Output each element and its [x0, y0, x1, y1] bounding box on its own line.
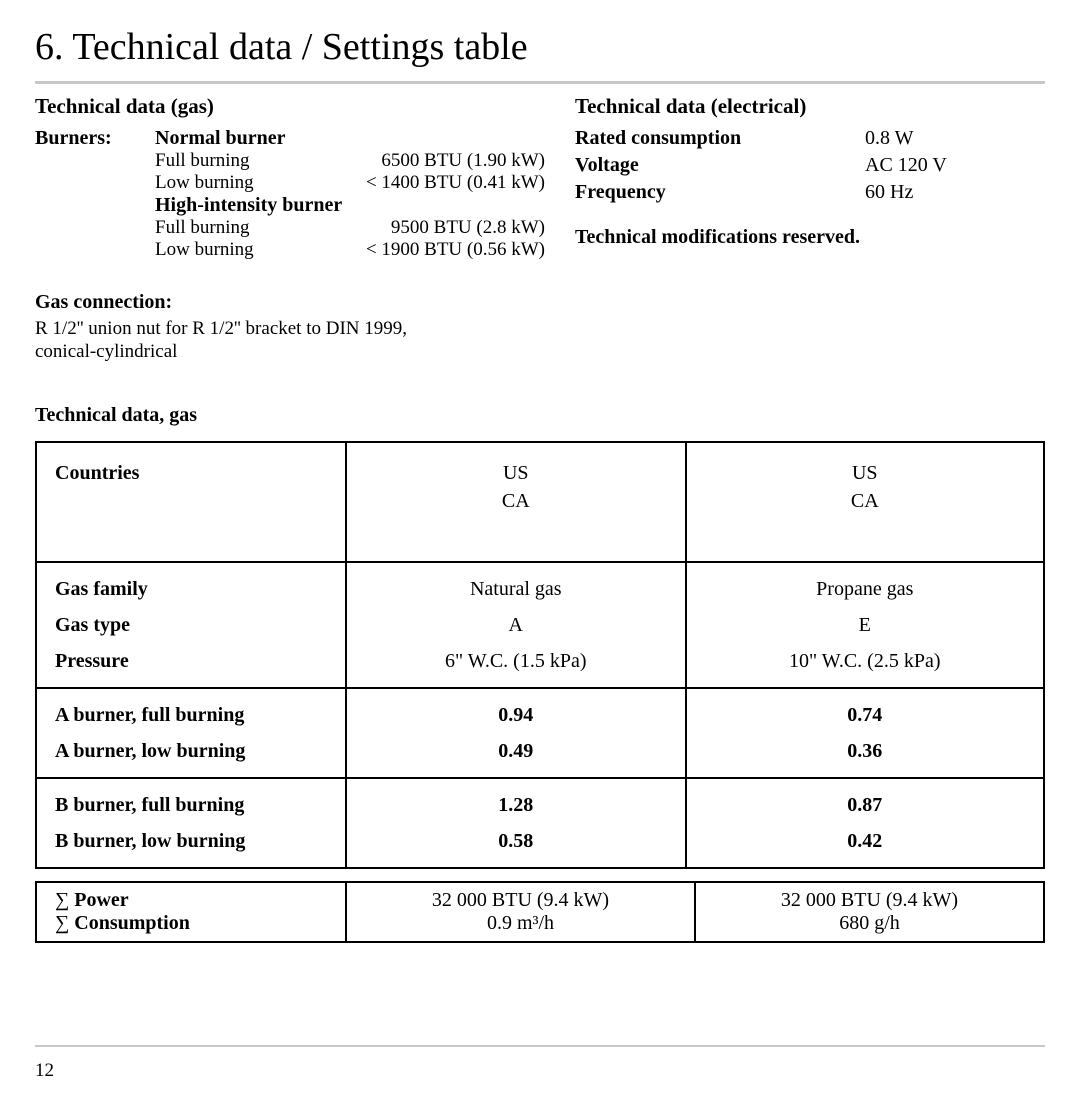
burners-label: Burners: — [35, 127, 155, 261]
gas-connection-title: Gas connection: — [35, 291, 1045, 314]
gas-heading: Technical data (gas) — [35, 94, 545, 119]
high-full-label: Full burning — [155, 217, 305, 239]
normal-full-label: Full burning — [155, 150, 305, 172]
elec-value: AC 120 V — [865, 154, 947, 177]
divider — [35, 81, 1045, 84]
countries-col2: USCA — [686, 442, 1044, 562]
normal-burner-name: Normal burner — [155, 127, 545, 150]
table-row: A burner, full burning A burner, low bur… — [36, 688, 1044, 778]
summary-col1: 32 000 BTU (9.4 kW) 0.9 m³/h — [346, 882, 695, 942]
electrical-column: Technical data (electrical) Rated consum… — [575, 94, 1045, 261]
high-full-line: Full burning 9500 BTU (2.8 kW) — [155, 217, 545, 239]
normal-full-value: 6500 BTU (1.90 kW) — [381, 150, 545, 172]
b-burner-col2: 0.87 0.42 — [686, 778, 1044, 868]
a-burner-head: A burner, full burning A burner, low bur… — [36, 688, 346, 778]
summary-table: ∑ Power ∑ Consumption 32 000 BTU (9.4 kW… — [35, 881, 1045, 943]
burners-block: Burners: Normal burner Full burning 6500… — [35, 127, 545, 261]
elec-heading: Technical data (electrical) — [575, 94, 1045, 119]
elec-value: 60 Hz — [865, 181, 913, 204]
summary-col2: 32 000 BTU (9.4 kW) 680 g/h — [695, 882, 1044, 942]
gasfam-col1: Natural gas A 6" W.C. (1.5 kPa) — [346, 562, 686, 688]
elec-label: Frequency — [575, 181, 865, 204]
table-title: Technical data, gas — [35, 404, 1045, 427]
gas-conn-line1: R 1/2'' union nut for R 1/2'' bracket to… — [35, 318, 407, 339]
elec-row-1: Voltage AC 120 V — [575, 154, 1045, 177]
high-low-label: Low burning — [155, 239, 305, 261]
a-burner-col1: 0.94 0.49 — [346, 688, 686, 778]
elec-row-2: Frequency 60 Hz — [575, 181, 1045, 204]
b-burner-head: B burner, full burning B burner, low bur… — [36, 778, 346, 868]
countries-head: Countries — [36, 442, 346, 562]
table-row: B burner, full burning B burner, low bur… — [36, 778, 1044, 868]
high-full-value: 9500 BTU (2.8 kW) — [391, 217, 545, 239]
page-title: 6. Technical data / Settings table — [35, 25, 1045, 69]
table-row: Countries USCA USCA — [36, 442, 1044, 562]
b-burner-col1: 1.28 0.58 — [346, 778, 686, 868]
table-row: Gas family Gas type Pressure Natural gas… — [36, 562, 1044, 688]
elec-row-0: Rated consumption 0.8 W — [575, 127, 1045, 150]
normal-low-label: Low burning — [155, 172, 305, 194]
top-columns: Technical data (gas) Burners: Normal bur… — [35, 94, 1045, 261]
summary-head: ∑ Power ∑ Consumption — [36, 882, 346, 942]
high-low-line: Low burning < 1900 BTU (0.56 kW) — [155, 239, 545, 261]
gas-column: Technical data (gas) Burners: Normal bur… — [35, 94, 545, 261]
normal-low-line: Low burning < 1400 BTU (0.41 kW) — [155, 172, 545, 194]
elec-value: 0.8 W — [865, 127, 914, 150]
normal-full-line: Full burning 6500 BTU (1.90 kW) — [155, 150, 545, 172]
elec-label: Voltage — [575, 154, 865, 177]
gasfam-col2: Propane gas E 10" W.C. (2.5 kPa) — [686, 562, 1044, 688]
table-row: ∑ Power ∑ Consumption 32 000 BTU (9.4 kW… — [36, 882, 1044, 942]
burners-content: Normal burner Full burning 6500 BTU (1.9… — [155, 127, 545, 261]
page-number: 12 — [35, 1060, 54, 1082]
a-burner-col2: 0.74 0.36 — [686, 688, 1044, 778]
high-low-value: < 1900 BTU (0.56 kW) — [366, 239, 545, 261]
gas-connection-body: R 1/2'' union nut for R 1/2'' bracket to… — [35, 318, 1045, 364]
bottom-divider — [35, 1045, 1045, 1047]
tech-mod-note: Technical modifications reserved. — [575, 226, 1045, 249]
normal-low-value: < 1400 BTU (0.41 kW) — [366, 172, 545, 194]
elec-label: Rated consumption — [575, 127, 865, 150]
gas-conn-line2: conical-cylindrical — [35, 341, 177, 362]
high-burner-name: High-intensity burner — [155, 194, 545, 217]
gasfam-head: Gas family Gas type Pressure — [36, 562, 346, 688]
gas-table: Countries USCA USCA Gas family Gas type … — [35, 441, 1045, 869]
countries-col1: USCA — [346, 442, 686, 562]
